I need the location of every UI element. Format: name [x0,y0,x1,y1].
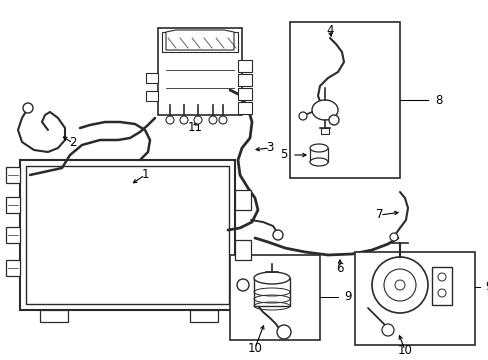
Text: 6: 6 [336,261,343,274]
Circle shape [298,112,306,120]
Text: 3: 3 [266,141,273,154]
Circle shape [371,257,427,313]
Circle shape [381,324,393,336]
Bar [6,167,20,183]
Bar [431,267,451,305]
Text: 1: 1 [141,168,148,181]
Text: 11: 11 [187,121,202,135]
Bar [26,166,228,304]
Bar [40,310,68,322]
Text: 5: 5 [280,148,287,162]
Circle shape [165,116,174,124]
Bar [6,227,20,243]
Circle shape [389,233,397,241]
Text: 4: 4 [325,23,333,36]
Circle shape [237,279,248,291]
Bar [229,255,319,340]
Bar [146,91,158,101]
Bar [235,240,250,260]
Bar [309,148,327,162]
Text: 7: 7 [375,208,383,221]
Ellipse shape [309,144,327,152]
Bar [238,74,251,86]
Bar [20,160,235,310]
Bar [6,197,20,213]
Bar [253,278,289,306]
Circle shape [194,116,202,124]
Bar [158,28,242,115]
Circle shape [383,269,415,301]
Bar [238,102,251,114]
Bar [146,73,158,83]
Text: 2: 2 [69,136,77,149]
Circle shape [437,289,445,297]
Circle shape [23,103,33,113]
Text: 9: 9 [484,280,488,293]
Bar [238,60,251,72]
Ellipse shape [309,158,327,166]
Circle shape [437,273,445,281]
Text: 10: 10 [397,343,411,356]
Circle shape [394,280,404,290]
Circle shape [208,116,217,124]
Circle shape [272,230,283,240]
Circle shape [328,115,338,125]
Circle shape [180,116,187,124]
Bar [162,32,238,52]
Ellipse shape [253,272,289,284]
Bar [289,22,399,178]
Circle shape [219,116,226,124]
Circle shape [276,325,290,339]
Text: 8: 8 [434,94,442,107]
Ellipse shape [311,100,337,120]
Polygon shape [165,30,234,50]
Text: 9: 9 [343,291,351,303]
Text: 10: 10 [247,342,262,355]
Bar [6,260,20,276]
Bar [235,190,250,210]
Bar [190,310,218,322]
Bar [320,128,328,134]
Bar [354,252,474,345]
Bar [238,88,251,100]
